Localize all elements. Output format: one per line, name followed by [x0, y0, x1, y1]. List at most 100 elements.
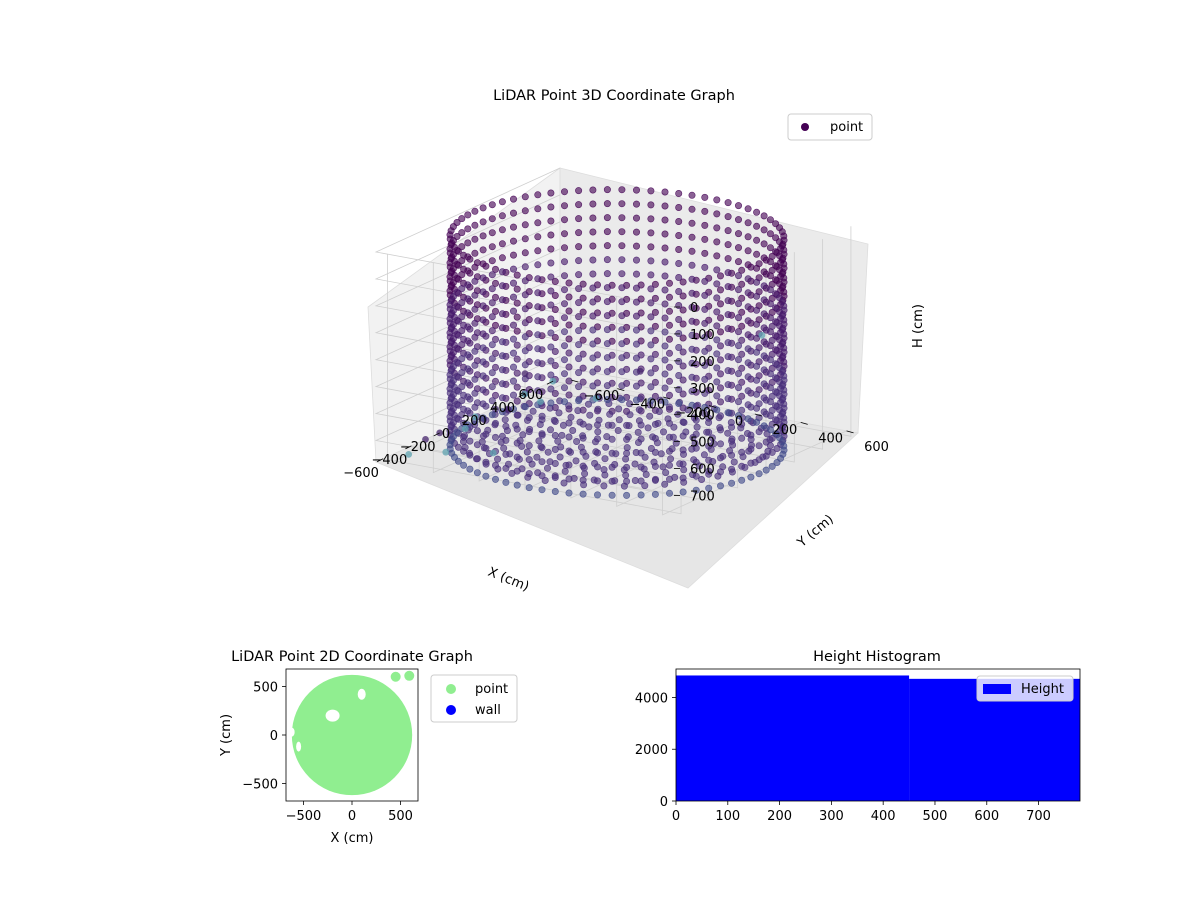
point-marker [453, 344, 461, 352]
point-marker [509, 377, 517, 385]
point-marker [521, 291, 529, 299]
point-marker [647, 215, 655, 223]
histogram-legend-frame [976, 675, 1074, 702]
point-marker [534, 359, 542, 367]
point-marker [647, 444, 655, 452]
point-marker [603, 256, 611, 264]
point-marker [753, 250, 761, 258]
point-marker [575, 299, 583, 307]
point-marker [675, 287, 683, 295]
point-marker [472, 455, 480, 463]
y-tick-label-2d: 500 [253, 680, 278, 695]
point-marker [651, 294, 659, 302]
point-marker [479, 400, 487, 408]
point-marker [682, 428, 690, 436]
point-marker [744, 303, 752, 311]
point-marker [547, 273, 555, 281]
x-tick-label-3d: −200 [400, 440, 436, 455]
point-marker [665, 403, 673, 411]
point-marker [689, 471, 697, 479]
point-marker [479, 204, 487, 212]
point-marker [560, 479, 568, 487]
point-marker [618, 368, 626, 376]
point-marker [464, 211, 472, 219]
point-marker [558, 431, 566, 439]
point-marker [724, 311, 732, 319]
point-marker [575, 201, 583, 209]
point-marker [479, 260, 487, 268]
point-marker [534, 205, 542, 213]
point-marker [589, 382, 597, 390]
point-marker [632, 326, 640, 334]
point-marker [589, 228, 597, 236]
point-marker [464, 281, 472, 289]
point-marker [632, 200, 640, 208]
legend-2d-wall-label: wall [475, 703, 501, 718]
grid-line-z [374, 275, 675, 416]
point-marker [753, 264, 761, 272]
point-marker [688, 275, 696, 283]
point-marker [632, 298, 640, 306]
point-marker [611, 460, 619, 468]
x-tick-label-hist: 200 [767, 809, 792, 824]
point-marker [502, 478, 510, 486]
point-marker [618, 312, 626, 320]
point-marker [453, 233, 461, 241]
point-marker [772, 262, 780, 270]
point-marker [615, 416, 623, 424]
point-marker [647, 397, 655, 405]
point-marker [701, 361, 709, 369]
point-marker [589, 312, 597, 320]
point-marker [479, 372, 487, 380]
point-marker [491, 475, 499, 483]
point-marker [579, 308, 587, 316]
point-marker [488, 369, 496, 377]
point-marker [618, 256, 626, 264]
histogram-title: Height Histogram [813, 649, 941, 665]
x-tick-label-2d: −500 [286, 809, 322, 824]
point-marker [680, 466, 688, 474]
point-marker [688, 247, 696, 255]
point-marker [667, 455, 675, 463]
point-marker [615, 405, 623, 413]
legend-2d-point-label: point [475, 682, 508, 697]
point-marker [635, 406, 643, 414]
point-marker [559, 421, 567, 429]
point-marker [657, 450, 665, 458]
point-marker [464, 225, 472, 233]
point-marker [551, 361, 559, 369]
point-marker [464, 351, 472, 359]
point-marker [560, 370, 568, 378]
point-marker [726, 447, 734, 455]
point-marker [625, 422, 633, 430]
outlier-point-marker [461, 425, 469, 432]
point-marker [734, 412, 742, 420]
point-marker [560, 202, 568, 210]
point-marker [647, 243, 655, 251]
point-marker [744, 317, 752, 325]
point-marker [529, 407, 537, 415]
x-tick-3d [461, 419, 469, 424]
point-marker [603, 298, 611, 306]
point-marker [509, 363, 517, 371]
point-marker [479, 232, 487, 240]
point-marker [464, 253, 472, 261]
point-marker [655, 407, 663, 415]
point-marker [589, 298, 597, 306]
point-marker [521, 361, 529, 369]
chart-histogram: Height Histogram 0 100 200 300 400 500 600 7000… [635, 649, 1081, 824]
point-marker [679, 362, 687, 370]
point-cloud-disc [291, 674, 413, 796]
point-marker [521, 347, 529, 355]
point-marker [603, 214, 611, 222]
point-marker [716, 424, 724, 432]
point-marker [647, 299, 655, 307]
point-marker [759, 453, 767, 461]
point-marker [594, 405, 602, 413]
point-marker [554, 437, 562, 445]
point-marker [703, 428, 711, 436]
point-marker [688, 331, 696, 339]
point-marker [753, 236, 761, 244]
point-marker [547, 189, 555, 197]
point-marker [464, 337, 472, 345]
